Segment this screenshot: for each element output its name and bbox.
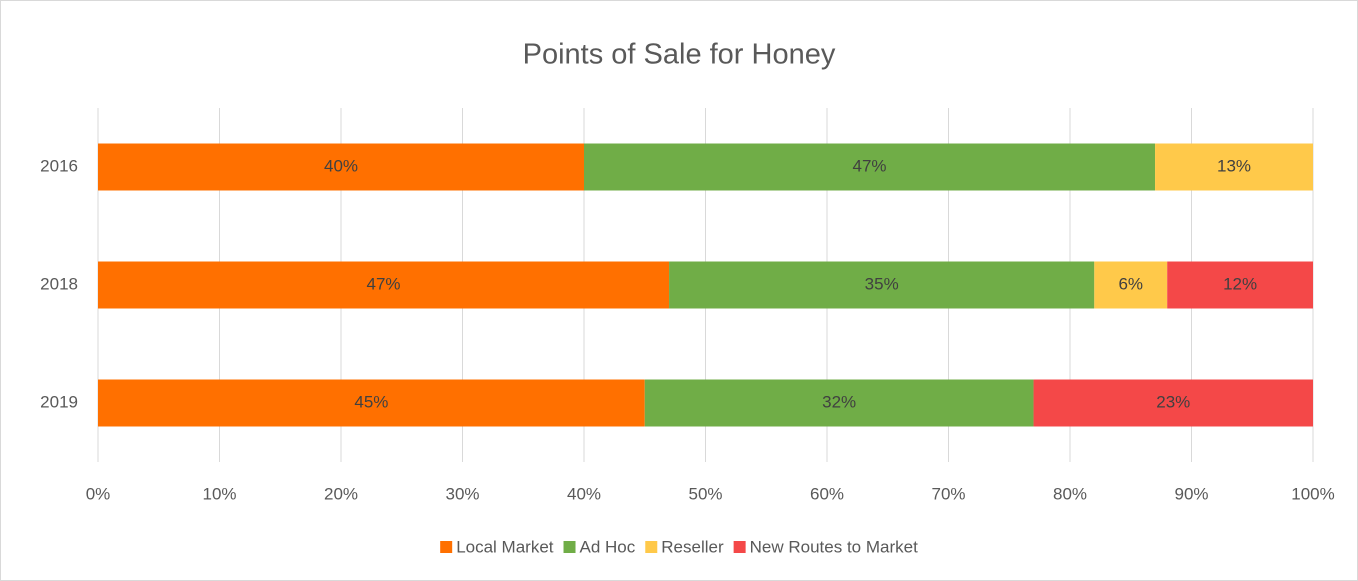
bar-segment: [98, 143, 584, 191]
data-label: 23%: [1156, 392, 1190, 411]
x-tick-label: 0%: [86, 484, 111, 503]
bar-segment: [98, 261, 670, 309]
bar-segment: [669, 261, 1095, 309]
legend-swatch: [440, 541, 453, 553]
x-tick-label: 40%: [567, 484, 601, 503]
x-tick-label: 10%: [202, 484, 236, 503]
data-label: 12%: [1223, 274, 1257, 293]
y-tick-label: 2018: [40, 274, 78, 293]
x-tick-label: 80%: [1053, 484, 1087, 503]
legend-label: New Routes to Market: [750, 537, 918, 556]
legend-swatch: [733, 541, 746, 553]
x-tick-label: 100%: [1291, 484, 1334, 503]
data-label: 45%: [354, 392, 388, 411]
bar-segment: [1094, 261, 1168, 309]
bar-segment: [1033, 379, 1313, 427]
x-tick-label: 70%: [931, 484, 965, 503]
y-tick-label: 2016: [40, 156, 78, 175]
data-label: 47%: [367, 274, 401, 293]
legend-label: Reseller: [661, 537, 724, 556]
bar-segment: [1155, 143, 1313, 191]
legend-label: Local Market: [456, 537, 554, 556]
x-tick-label: 20%: [324, 484, 358, 503]
data-label: 13%: [1217, 156, 1251, 175]
data-label: 35%: [865, 274, 899, 293]
data-label: 32%: [822, 392, 856, 411]
x-tick-label: 50%: [688, 484, 722, 503]
bar-segment: [644, 379, 1034, 427]
bar-segment: [584, 143, 1156, 191]
data-label: 6%: [1118, 274, 1143, 293]
legend-label: Ad Hoc: [580, 537, 636, 556]
x-tick-label: 30%: [445, 484, 479, 503]
legend-swatch: [563, 541, 576, 553]
bar-segment: [1167, 261, 1313, 309]
x-tick-label: 60%: [810, 484, 844, 503]
data-label: 47%: [853, 156, 887, 175]
legend-swatch: [645, 541, 658, 553]
data-label: 40%: [324, 156, 358, 175]
y-tick-label: 2019: [40, 392, 78, 411]
bar-segment: [98, 379, 645, 427]
chart-title: Points of Sale for Honey: [523, 39, 836, 71]
x-tick-label: 90%: [1174, 484, 1208, 503]
